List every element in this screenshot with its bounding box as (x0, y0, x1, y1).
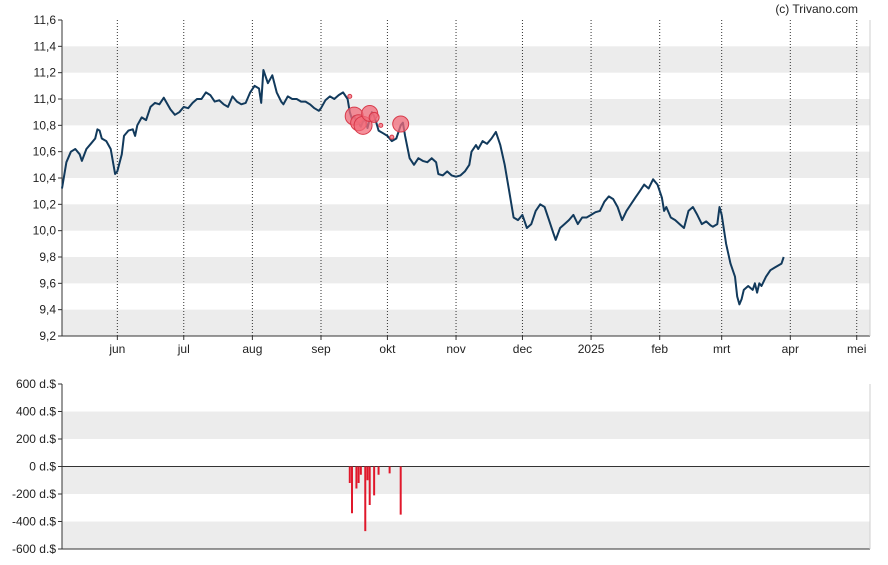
y-tick-label: 10,6 (33, 145, 57, 159)
y-tick-label: 400 d.$ (16, 405, 56, 419)
y-tick-label: 600 d.$ (16, 377, 56, 391)
grid-band (62, 466, 870, 494)
y-tick-label: -600 d.$ (12, 542, 56, 556)
transaction-marker (378, 122, 384, 128)
y-tick-label: 11,2 (34, 66, 57, 80)
x-tick-label: feb (651, 342, 668, 356)
y-tick-label: 10,0 (33, 224, 57, 238)
y-tick-label: 10,2 (33, 197, 57, 211)
grid-band (62, 411, 870, 439)
x-tick-label: aug (242, 342, 262, 356)
x-tick-label: okt (379, 342, 396, 356)
grid-band (62, 46, 870, 73)
y-tick-label: 200 d.$ (16, 432, 56, 446)
y-tick-label: -200 d.$ (12, 487, 56, 501)
y-tick-label: 9,6 (39, 276, 56, 290)
price-line (61, 69, 785, 306)
y-tick-label: 0 d.$ (29, 460, 56, 474)
grid-band (62, 257, 870, 284)
x-tick-label: mrt (713, 342, 731, 356)
x-tick-label: jun (108, 342, 125, 356)
y-tick-label: 11,0 (34, 92, 57, 106)
transaction-marker (392, 115, 410, 133)
x-tick-label: jul (177, 342, 190, 356)
price-chart: jun jul aug sep okt nov dec 2025 feb mrt apr mei 11,… (33, 13, 871, 356)
grid-band (62, 151, 870, 178)
y-tick-label: 9,2 (39, 329, 56, 343)
transaction-marker (368, 111, 380, 123)
transaction-marker (389, 134, 395, 140)
x-tick-label: sep (311, 342, 331, 356)
y-tick-label: 10,4 (33, 171, 57, 185)
y-tick-label: 9,8 (39, 250, 56, 264)
y-tick-label: 11,4 (34, 39, 57, 53)
x-tick-label: 2025 (578, 342, 605, 356)
grid-band (62, 99, 870, 126)
y-tick-label: 9,4 (39, 303, 56, 317)
x-tick-label: mei (847, 342, 866, 356)
source-credit: (c) Trivano.com (775, 2, 858, 16)
y-tick-label: 10,8 (33, 118, 57, 132)
transaction-marker (347, 93, 353, 99)
grid-band (62, 521, 870, 549)
grid-band (62, 204, 870, 231)
x-tick-label: apr (782, 342, 799, 356)
x-tick-label: nov (446, 342, 465, 356)
grid-band (62, 309, 870, 336)
volume-chart: 600 d.$ 400 d.$ 200 d.$ 0 d.$ -200 d.$ -400 d… (12, 377, 871, 556)
x-tick-label: dec (513, 342, 532, 356)
y-tick-label: 11,6 (34, 13, 57, 27)
y-tick-label: -400 d.$ (12, 515, 56, 529)
